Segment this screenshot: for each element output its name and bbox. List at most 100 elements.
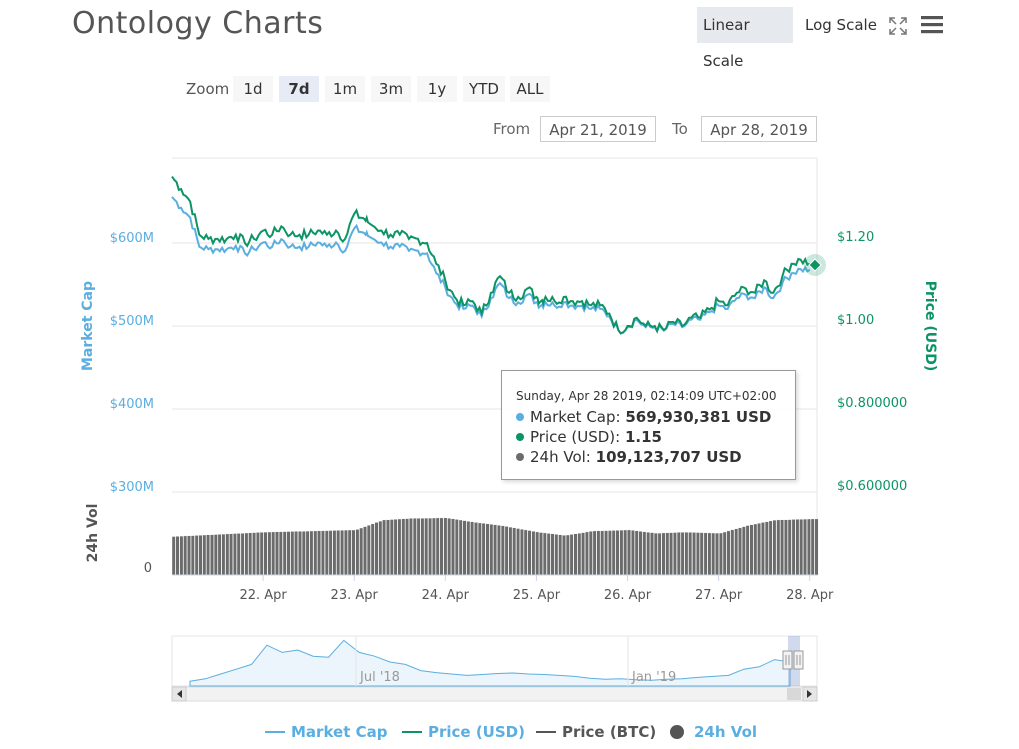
volume-bar: [696, 532, 700, 576]
volume-bar: [477, 522, 482, 576]
volume-tick-0: 0: [144, 561, 152, 576]
linear-scale-button[interactable]: Linear Scale: [697, 7, 793, 70]
left-tick-300: $300M: [110, 480, 154, 495]
volume-bar: [631, 530, 635, 576]
zoom-1m-button[interactable]: 1m: [325, 76, 365, 102]
volume-bar: [776, 519, 781, 576]
volume-bar: [363, 526, 367, 576]
volume-bar: [600, 530, 605, 576]
volume-bar: [359, 527, 364, 576]
volume-bar: [565, 534, 570, 576]
volume-bar: [665, 532, 670, 576]
zoom-1d-button[interactable]: 1d: [233, 76, 273, 102]
navigator-handle-right[interactable]: [793, 650, 804, 670]
legend-item-market-cap[interactable]: Market Cap: [265, 723, 387, 745]
zoom-ytd-button[interactable]: YTD: [463, 76, 505, 102]
scroll-left-arrow-icon[interactable]: [171, 686, 187, 702]
volume-bar: [481, 523, 486, 576]
legend-label: 24h Vol: [694, 723, 758, 741]
volume-bar: [236, 533, 241, 576]
volume-bar: [703, 532, 708, 576]
volume-bar: [653, 532, 658, 576]
volume-bar: [462, 520, 467, 576]
volume-bar: [451, 518, 455, 576]
right-tick-0-6: $0.600000: [837, 479, 907, 494]
volume-bar: [225, 533, 230, 576]
tooltip-label: Price (USD):: [530, 428, 621, 446]
volume-bar: [558, 534, 563, 576]
volume-bar: [240, 533, 245, 576]
volume-bar: [604, 530, 609, 576]
volume-bar: [405, 518, 409, 576]
zoom-1y-button[interactable]: 1y: [417, 76, 457, 102]
volume-bar: [229, 533, 233, 576]
x-tick-label: 26. Apr: [604, 588, 652, 603]
volume-bar: [585, 531, 589, 576]
volume-bar: [814, 518, 819, 576]
zoom-all-button[interactable]: ALL: [510, 76, 550, 102]
legend-item-price-btc[interactable]: Price (BTC): [536, 723, 656, 745]
volume-bar: [661, 532, 666, 576]
tooltip-value: 569,930,381 USD: [625, 408, 772, 426]
volume-bar: [248, 532, 253, 576]
fullscreen-icon[interactable]: [888, 16, 908, 36]
x-tick-label: 24. Apr: [422, 588, 470, 603]
volume-bar: [791, 519, 796, 576]
volume-bar: [183, 535, 188, 576]
volume-bar: [435, 517, 440, 576]
volume-bar: [198, 535, 203, 576]
volume-bar: [432, 517, 436, 576]
scrollbar-thumb[interactable]: [787, 688, 801, 700]
legend-dot-icon: [670, 725, 684, 739]
volume-bar: [581, 532, 586, 576]
volume-bar: [741, 526, 746, 576]
volume-bar: [542, 532, 547, 576]
log-scale-button[interactable]: Log Scale: [805, 16, 877, 34]
from-date-input[interactable]: Apr 21, 2019: [540, 116, 656, 142]
volume-bar: [711, 532, 716, 576]
legend-item-price-usd[interactable]: Price (USD): [402, 723, 525, 745]
volume-bar: [573, 533, 578, 576]
right-axis-title: Price (USD): [922, 281, 938, 372]
legend-line-icon: [536, 731, 556, 733]
navigator-series: [189, 639, 791, 687]
zoom-7d-button[interactable]: 7d: [279, 76, 319, 102]
navigator-label-jan: Jan '19: [631, 670, 676, 685]
zoom-3m-button[interactable]: 3m: [371, 76, 411, 102]
volume-bar: [784, 519, 788, 576]
volume-bar: [715, 532, 719, 576]
volume-bar: [634, 530, 639, 576]
volume-bar: [516, 528, 521, 576]
volume-bar: [688, 532, 693, 576]
volume-bar: [378, 520, 383, 576]
volume-bar: [527, 530, 532, 576]
volume-bar: [684, 532, 689, 576]
scrollbar-track[interactable]: [171, 686, 818, 702]
to-date-input[interactable]: Apr 28, 2019: [701, 116, 817, 142]
volume-bar: [592, 530, 597, 576]
navigator-handle-left[interactable]: [782, 650, 793, 670]
scroll-right-arrow-icon[interactable]: [802, 686, 818, 702]
volume-bar: [738, 527, 742, 576]
menu-icon[interactable]: [920, 15, 944, 35]
volume-bar: [179, 535, 184, 576]
volume-bar: [531, 531, 536, 576]
volume-bar: [569, 534, 574, 576]
x-tick-label: 28. Apr: [786, 588, 834, 603]
volume-bar: [370, 523, 375, 576]
volume-bar: [454, 519, 459, 576]
volume-bar: [328, 530, 333, 576]
volume-bar: [780, 519, 785, 576]
volume-bar: [562, 535, 566, 576]
hover-marker-price: [808, 258, 822, 272]
volume-bar: [351, 529, 356, 576]
x-tick-label: 25. Apr: [513, 588, 561, 603]
volume-bar: [768, 520, 773, 576]
volume-bar: [611, 530, 616, 576]
left-axis-title: Market Cap: [80, 281, 96, 371]
volume-bar: [761, 522, 765, 576]
legend-item-24h-vol[interactable]: 24h Vol: [670, 723, 757, 745]
volume-bar: [764, 521, 769, 576]
price-usd-series-line: [171, 176, 811, 335]
